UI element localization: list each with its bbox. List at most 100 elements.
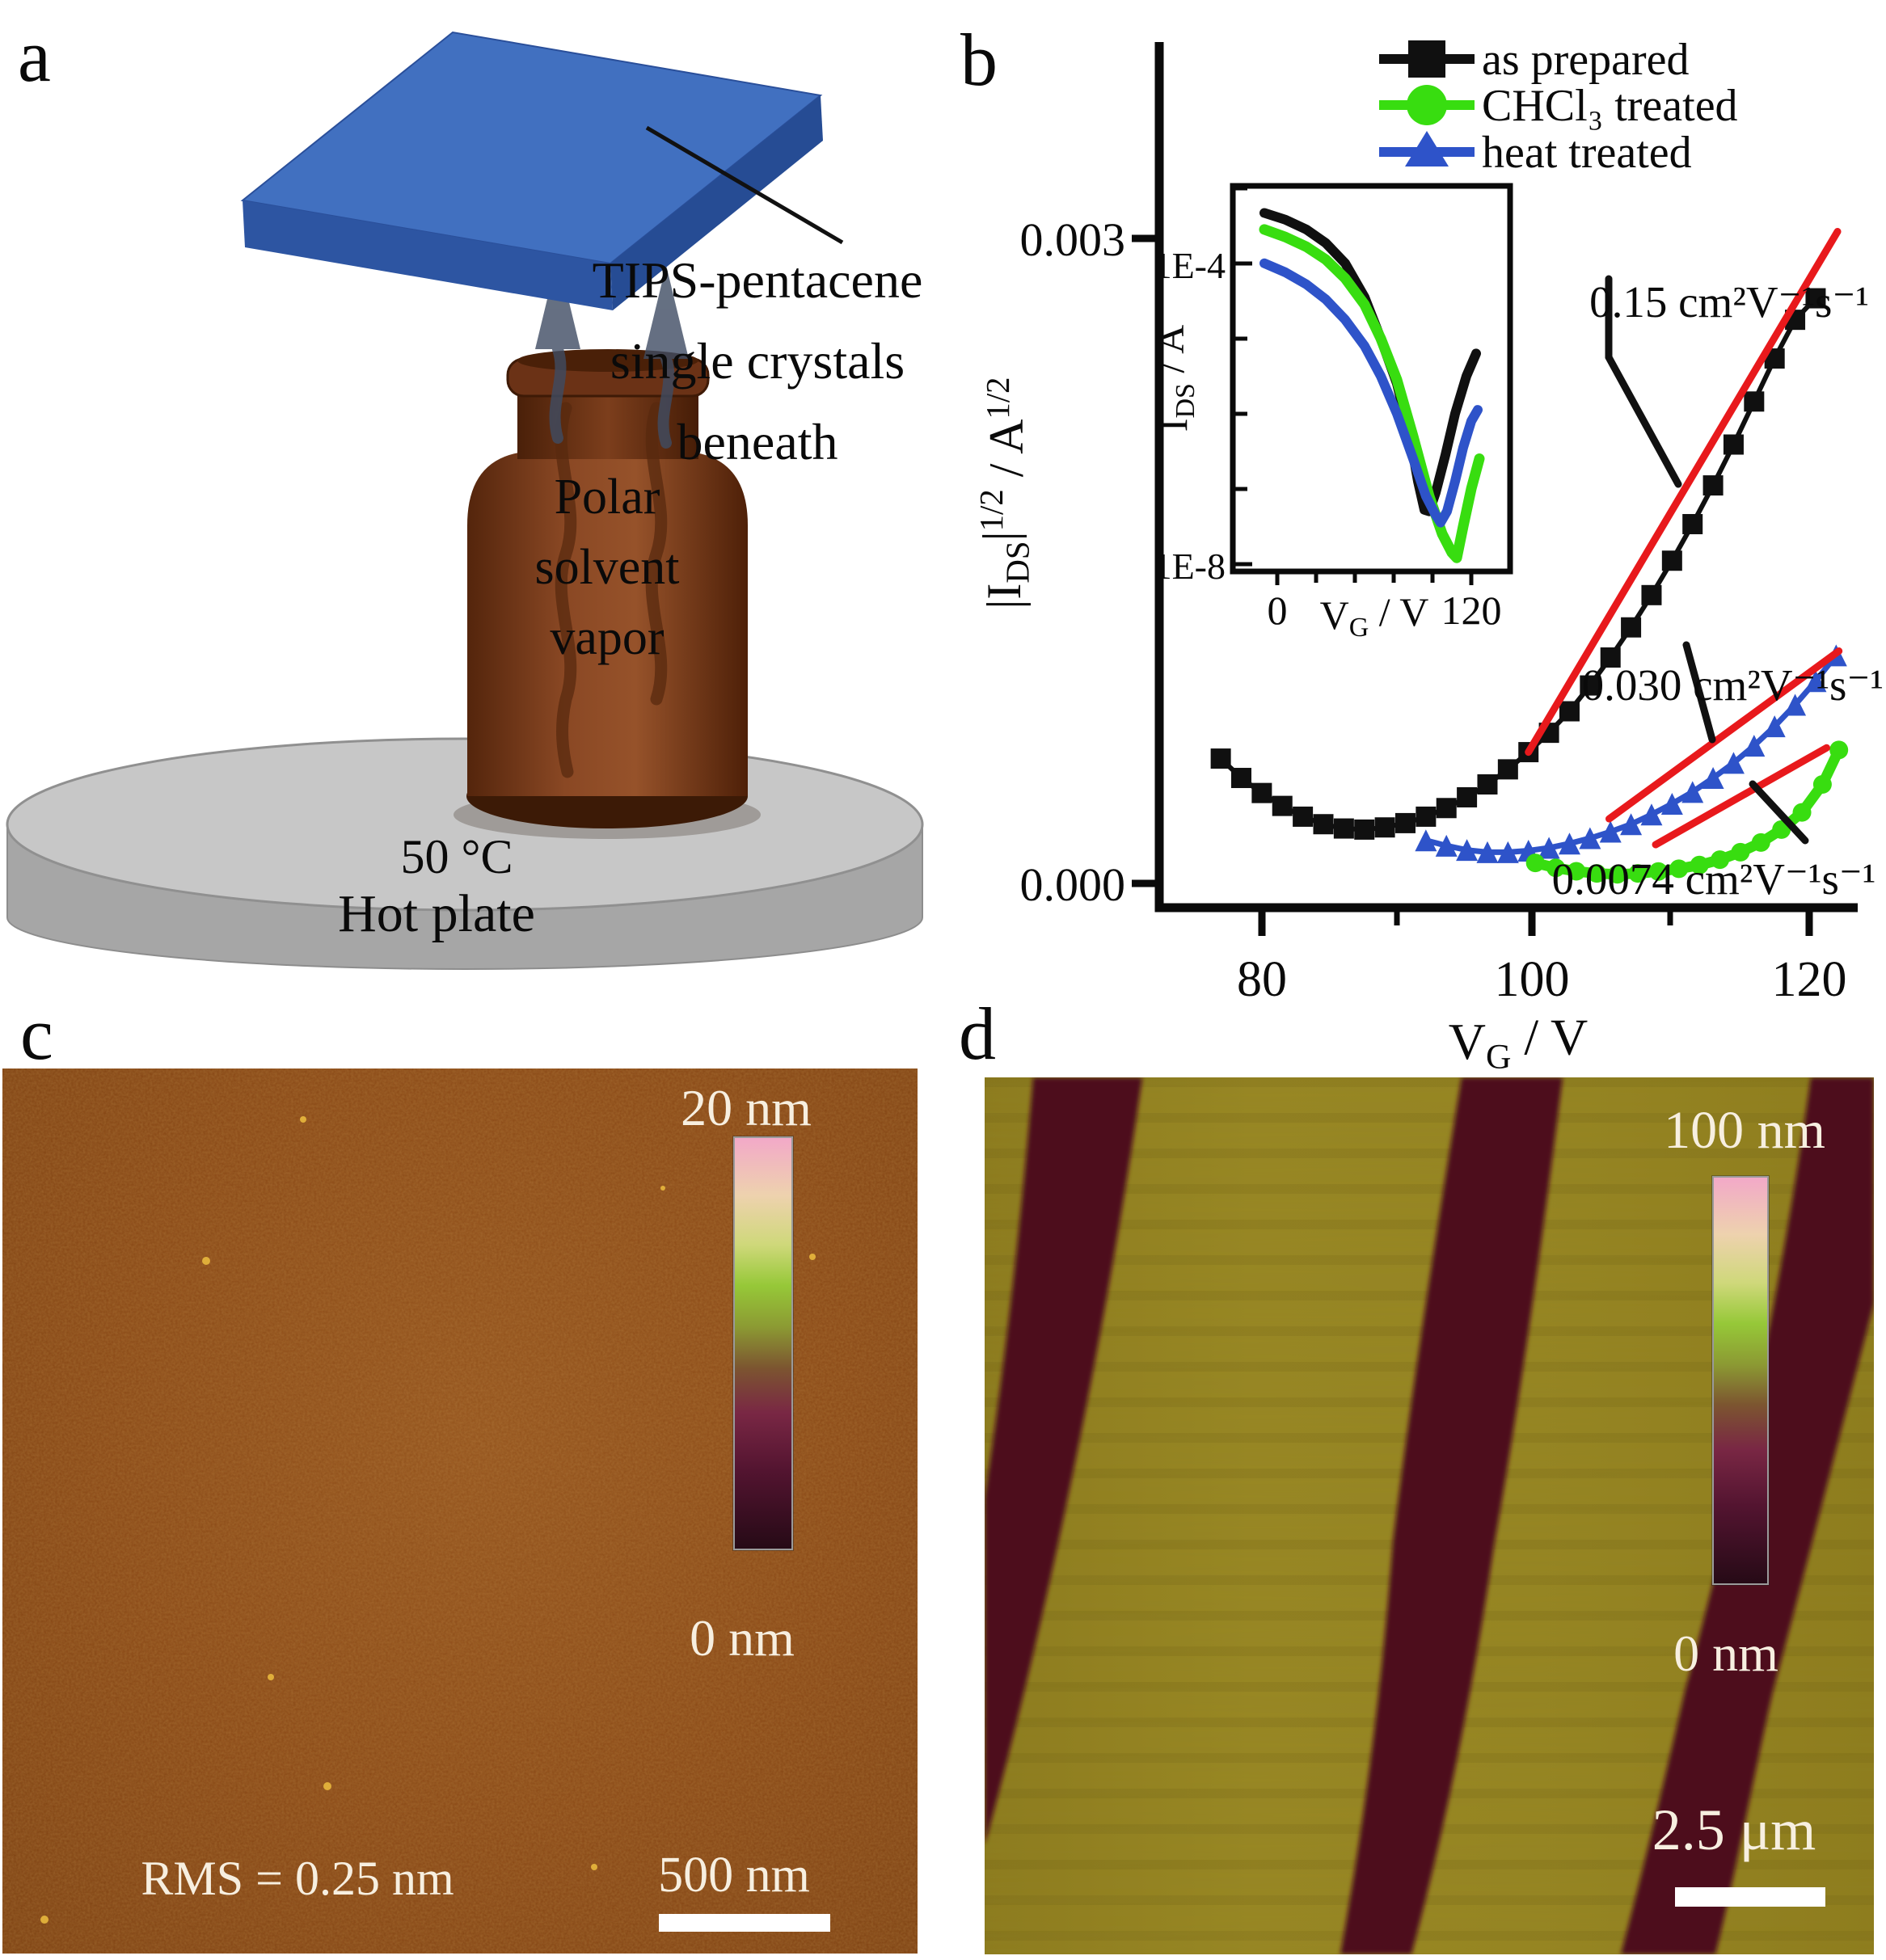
series-marker-circle xyxy=(1628,864,1648,883)
annotation-leader-015 xyxy=(1605,275,1682,488)
vapor-arrow-shaft-right xyxy=(657,353,675,449)
series-line-CHCl₃-treated xyxy=(1259,224,1485,563)
ytick-label-bottom: 0.000 xyxy=(1020,858,1126,911)
series-line-heat-treated xyxy=(1259,258,1483,528)
panel-d-label: d xyxy=(959,993,996,1075)
legend-label-heat: heat treated xyxy=(1482,128,1692,178)
scalebar-d-label: 2.5 μm xyxy=(1652,1798,1816,1862)
series-marker-circle xyxy=(1711,850,1730,870)
panel-a-schematic: a Polar solvent vapor xyxy=(6,15,924,1075)
series-marker-square xyxy=(1477,774,1498,795)
series-marker-circle xyxy=(1812,775,1832,795)
series-marker-triangle xyxy=(1579,827,1601,849)
colorbar-d-max-label: 100 nm xyxy=(1664,1101,1825,1160)
colorbar-c-min-label: 0 nm xyxy=(690,1609,795,1667)
series-marker-circle xyxy=(1669,859,1689,879)
panel-b-chart: b 0.003 0.000 80 100 120 VG / V |IDS|1/2… xyxy=(959,19,1884,1075)
main-yaxis-title: |IDS|1/2 / A1/2 xyxy=(973,377,1036,609)
slab-annotation-line1: TIPS-pentacene xyxy=(593,251,923,309)
main-plot-series xyxy=(1210,228,1849,884)
inset-xaxis-title: VG / V xyxy=(1320,589,1429,643)
series-marker-square xyxy=(1559,701,1580,722)
inset-yaxis-title: IDS / A xyxy=(1147,325,1200,432)
series-marker-square xyxy=(1723,434,1744,455)
legend-marker-circle xyxy=(1407,85,1447,125)
panel-c-afm-image: 20 nm 0 nm RMS = 0.25 nm 500 nm xyxy=(2,1069,918,1954)
stripe-1 xyxy=(985,1077,1142,1845)
series-marker-square xyxy=(1497,759,1518,780)
series-marker-circle xyxy=(1792,803,1812,822)
series-marker-circle xyxy=(1648,862,1668,881)
series-marker-square xyxy=(1621,617,1642,638)
panel-c-label: c xyxy=(20,993,53,1075)
series-marker-triangle xyxy=(1476,841,1499,863)
mobility-annotation-015: 0.15 cm²V⁻¹s⁻¹ xyxy=(1589,277,1869,327)
annotation-leader-0030 xyxy=(1682,641,1716,744)
main-axes xyxy=(1154,42,1858,913)
crystal-slab xyxy=(240,31,823,310)
xtick-label-120: 120 xyxy=(1772,952,1847,1007)
bottle-caption: Polar solvent vapor xyxy=(534,470,679,665)
series-marker-square xyxy=(1230,768,1251,789)
series-marker-triangle xyxy=(1681,781,1704,803)
colorbar-d xyxy=(1712,1176,1769,1585)
series-marker-square xyxy=(1293,806,1314,827)
inset-ytick-label-bottom: 1E-8 xyxy=(1154,546,1226,587)
series-marker-triangle xyxy=(1784,693,1807,716)
stripe-2 xyxy=(1340,1077,1563,1954)
vapor-arrowhead-right xyxy=(643,265,689,359)
ytick-label-top: 0.003 xyxy=(1020,213,1126,266)
scalebar-c xyxy=(659,1914,830,1932)
series-marker-triangle xyxy=(1702,767,1724,790)
vapor-arrows xyxy=(535,255,689,449)
series-marker-triangle xyxy=(1660,792,1683,815)
xtick-label-100: 100 xyxy=(1495,952,1570,1007)
fit-line xyxy=(1605,647,1843,823)
series-marker-triangle xyxy=(1415,829,1437,852)
series-marker-triangle xyxy=(1722,752,1745,774)
mobility-annotation-0030: 0.030 cm²V⁻¹s⁻¹ xyxy=(1582,660,1884,710)
scalebar-d xyxy=(1675,1887,1825,1907)
vapor-arrow-shaft-left xyxy=(549,344,567,444)
series-marker-triangle xyxy=(1620,813,1643,836)
chart-legend: as prepared CHCl₃ treated heat treated xyxy=(1379,35,1738,178)
series-marker-square xyxy=(1580,675,1601,696)
series-marker-circle xyxy=(1751,832,1770,852)
inset-xtick-label-120: 120 xyxy=(1441,588,1502,633)
series-marker-triangle xyxy=(1763,715,1786,738)
mobility-annotation-00074: 0.0074 cm²V⁻¹s⁻¹ xyxy=(1552,854,1876,904)
series-marker-circle xyxy=(1525,854,1545,873)
series-marker-circle xyxy=(1546,858,1566,878)
vapor-wave-left xyxy=(555,402,577,778)
series-marker-triangle xyxy=(1599,820,1622,843)
inset-xtick-label-0: 0 xyxy=(1268,588,1288,633)
slab-right-face xyxy=(610,95,823,310)
legend-label-chcl3: CHCl₃ treated xyxy=(1482,81,1738,131)
hotplate-temperature: 50 °C xyxy=(400,830,513,883)
series-marker-triangle xyxy=(1435,834,1458,857)
series-marker-square xyxy=(1805,288,1826,309)
series-marker-circle xyxy=(1608,865,1627,884)
series-marker-triangle xyxy=(1538,837,1560,859)
series-marker-circle xyxy=(1567,862,1586,881)
colorbar-c xyxy=(733,1136,793,1550)
rms-label: RMS = 0.25 nm xyxy=(141,1852,454,1905)
series-marker-square xyxy=(1313,814,1334,835)
legend-label-as-prepared: as prepared xyxy=(1482,35,1690,85)
series-marker-circle xyxy=(1587,864,1606,883)
bottle-caption-line2: solvent xyxy=(534,540,679,595)
series-marker-triangle xyxy=(1640,803,1663,826)
series-marker-square xyxy=(1416,806,1437,827)
annotation-leader-00074 xyxy=(1749,780,1809,845)
series-marker-triangle xyxy=(1743,735,1766,757)
series-marker-square xyxy=(1272,795,1293,816)
series-marker-square xyxy=(1600,647,1621,668)
series-marker-triangle xyxy=(1558,832,1580,855)
series-marker-square xyxy=(1354,819,1375,840)
series-marker-square xyxy=(1661,550,1682,571)
afm-c-particles xyxy=(40,1116,816,1924)
fit-line xyxy=(1525,228,1842,757)
bottle-body xyxy=(467,451,748,796)
bottle-caption-line1: Polar xyxy=(555,470,660,525)
